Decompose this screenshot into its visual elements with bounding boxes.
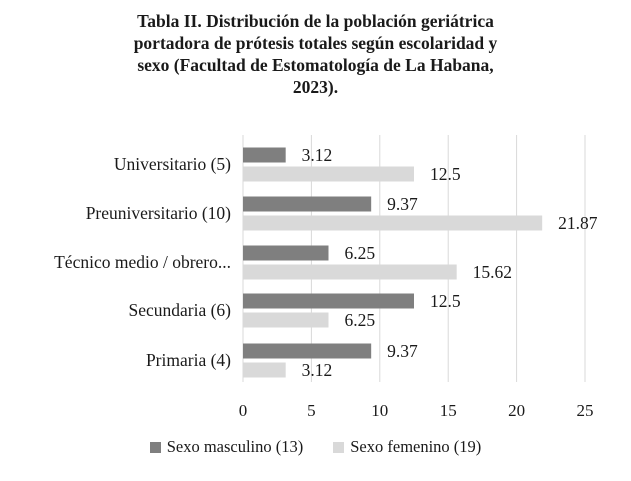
chart-title-line: 2023). bbox=[292, 77, 339, 97]
bar-male bbox=[243, 245, 329, 261]
bar-female bbox=[243, 362, 286, 378]
data-label: 12.5 bbox=[430, 164, 461, 184]
chart-title-line: Tabla II. Distribución de la población g… bbox=[137, 11, 494, 31]
data-label: 6.25 bbox=[345, 243, 376, 263]
bar-female bbox=[243, 215, 543, 231]
legend-item-female: Sexo femenino (19) bbox=[333, 437, 481, 457]
data-label: 12.5 bbox=[430, 291, 461, 311]
bar-male bbox=[243, 147, 286, 163]
bar-male bbox=[243, 293, 414, 309]
chart-title-line: portadora de prótesis totales según esco… bbox=[133, 33, 498, 53]
x-tick-label: 0 bbox=[239, 401, 248, 420]
legend-label-female: Sexo femenino (19) bbox=[350, 437, 482, 456]
legend-swatch-male bbox=[149, 441, 161, 453]
bar-female bbox=[243, 312, 329, 328]
x-tick-label: 20 bbox=[508, 401, 525, 420]
x-tick-label: 15 bbox=[440, 401, 457, 420]
y-category-label: Primaria (4) bbox=[146, 350, 231, 370]
y-category-label: Secundaria (6) bbox=[128, 300, 231, 320]
chart-legend: Sexo masculino (13) Sexo femenino (19) bbox=[0, 437, 631, 457]
legend-swatch-female bbox=[333, 441, 345, 453]
bar-male bbox=[243, 343, 372, 359]
chart-title-line: sexo (Facultad de Estomatología de La Ha… bbox=[137, 55, 494, 75]
data-label: 21.87 bbox=[558, 213, 598, 233]
y-category-label: Universitario (5) bbox=[114, 154, 231, 174]
data-label: 9.37 bbox=[387, 194, 418, 214]
x-tick-label: 5 bbox=[307, 401, 316, 420]
bar-male bbox=[243, 196, 372, 212]
bar-female bbox=[243, 264, 457, 280]
legend-label-male: Sexo masculino (13) bbox=[166, 437, 304, 456]
data-label: 9.37 bbox=[387, 341, 418, 361]
data-label: 3.12 bbox=[302, 145, 333, 165]
data-label: 3.12 bbox=[302, 360, 333, 380]
data-label: 15.62 bbox=[473, 262, 512, 282]
bar-female bbox=[243, 166, 414, 182]
data-label: 6.25 bbox=[345, 310, 376, 330]
chart-title: Tabla II. Distribución de la población g… bbox=[40, 10, 591, 98]
x-tick-label: 10 bbox=[371, 401, 388, 420]
y-category-label: Técnico medio / obrero... bbox=[54, 252, 231, 272]
x-tick-label: 25 bbox=[577, 401, 594, 420]
y-category-label: Preuniversitario (10) bbox=[86, 203, 231, 223]
legend-item-male: Sexo masculino (13) bbox=[149, 437, 304, 457]
